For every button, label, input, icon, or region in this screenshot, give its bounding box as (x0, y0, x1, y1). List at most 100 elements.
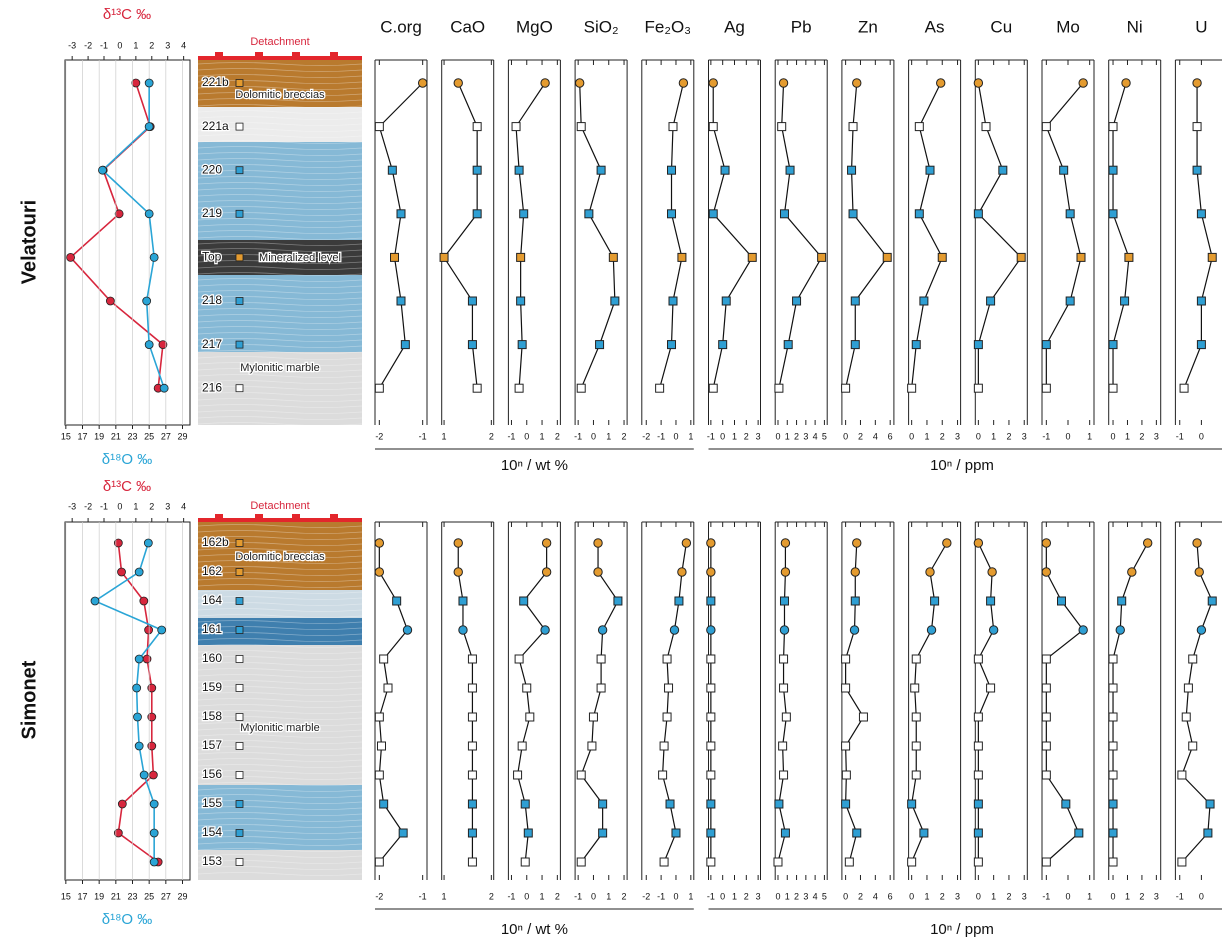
data-point (90, 596, 100, 606)
data-point (841, 383, 851, 393)
data-point (779, 209, 789, 219)
texture (197, 830, 363, 834)
texture (197, 578, 363, 582)
data-point (841, 799, 851, 809)
tick-label: 2 (622, 891, 627, 901)
texture (197, 728, 363, 732)
data-point (540, 78, 550, 88)
element-name: Cu (990, 17, 1012, 36)
data-point (149, 828, 159, 838)
sample-marker (235, 713, 244, 721)
data-point (973, 799, 983, 809)
isotope-line (101, 83, 165, 389)
data-point (668, 122, 678, 132)
data-point (587, 741, 597, 751)
data-point (911, 340, 921, 350)
texture (197, 584, 363, 588)
texture (197, 260, 363, 264)
tick-label: -1 (1176, 891, 1184, 901)
data-point (1117, 596, 1127, 606)
data-point (517, 741, 527, 751)
sample-marker (235, 297, 244, 305)
data-point (667, 340, 677, 350)
data-point (907, 383, 917, 393)
data-point (472, 122, 482, 132)
data-point (844, 857, 854, 867)
unit-label: 10ⁿ / wt % (501, 921, 568, 938)
texture (197, 620, 363, 624)
data-point (117, 799, 127, 809)
texture (197, 104, 363, 108)
data-point (1065, 209, 1075, 219)
data-point (998, 165, 1008, 175)
data-point (467, 770, 477, 780)
tick-label: -1 (507, 431, 515, 441)
data-point (721, 296, 731, 306)
data-point (519, 596, 529, 606)
unit-label: 10ⁿ / ppm (930, 921, 994, 938)
texture (197, 326, 363, 330)
data-point (613, 596, 623, 606)
tick-label: 0 (591, 431, 596, 441)
tick-label: 2 (489, 891, 494, 901)
texture (197, 554, 363, 558)
tick-label: 2 (489, 431, 494, 441)
texture (197, 146, 363, 150)
sample-marker (235, 209, 244, 218)
data-point (681, 538, 692, 548)
lithology-band (198, 522, 362, 590)
texture (197, 122, 363, 126)
tick-label: 5 (822, 431, 827, 441)
texture (197, 242, 363, 246)
tick-label: 4 (181, 40, 186, 50)
data-point (1041, 538, 1052, 548)
texture (197, 98, 363, 102)
texture (197, 278, 363, 282)
texture (197, 80, 363, 84)
profile-line (845, 542, 865, 863)
data-point (858, 712, 868, 722)
data-point (576, 770, 586, 780)
tick-label: 21 (111, 891, 121, 901)
texture (197, 398, 363, 402)
data-point (134, 741, 144, 751)
data-point (1108, 770, 1118, 780)
data-point (596, 683, 606, 693)
sample-marker (235, 800, 244, 808)
data-point (706, 596, 716, 606)
element-name: As (925, 17, 945, 36)
element-name: SiO₂ (584, 17, 619, 36)
data-point (1041, 122, 1051, 132)
texture (197, 842, 363, 846)
data-point (973, 857, 983, 867)
tick-label: 25 (144, 891, 154, 901)
data-point (1059, 165, 1069, 175)
texture (197, 92, 363, 96)
data-point (778, 741, 788, 751)
sample-label: 155 (202, 796, 222, 810)
texture (197, 266, 363, 270)
texture (197, 758, 363, 762)
texture (197, 68, 363, 72)
section-name: Velatouri (18, 200, 40, 284)
texture (197, 524, 363, 528)
texture (197, 272, 363, 276)
texture (197, 134, 363, 138)
tick-label: -1 (707, 431, 715, 441)
sample-label: Top (202, 250, 222, 264)
data-point (1076, 252, 1086, 262)
lithology-band (198, 352, 362, 425)
tick-label: -1 (657, 431, 665, 441)
isotope-axis-label: δ¹³C ‰ (103, 6, 151, 23)
data-point (662, 654, 672, 664)
isotope-axis-label: δ¹⁸O ‰ (102, 911, 153, 928)
tick-label: 0 (909, 891, 914, 901)
detachment-tooth (215, 514, 223, 520)
tick-label: -1 (507, 891, 515, 901)
data-point (664, 683, 674, 693)
data-point (1196, 625, 1207, 635)
lithology-label: Mylonitic marble (240, 362, 319, 374)
lithology-band (198, 785, 362, 850)
texture (197, 614, 363, 618)
sample-marker (235, 253, 244, 262)
